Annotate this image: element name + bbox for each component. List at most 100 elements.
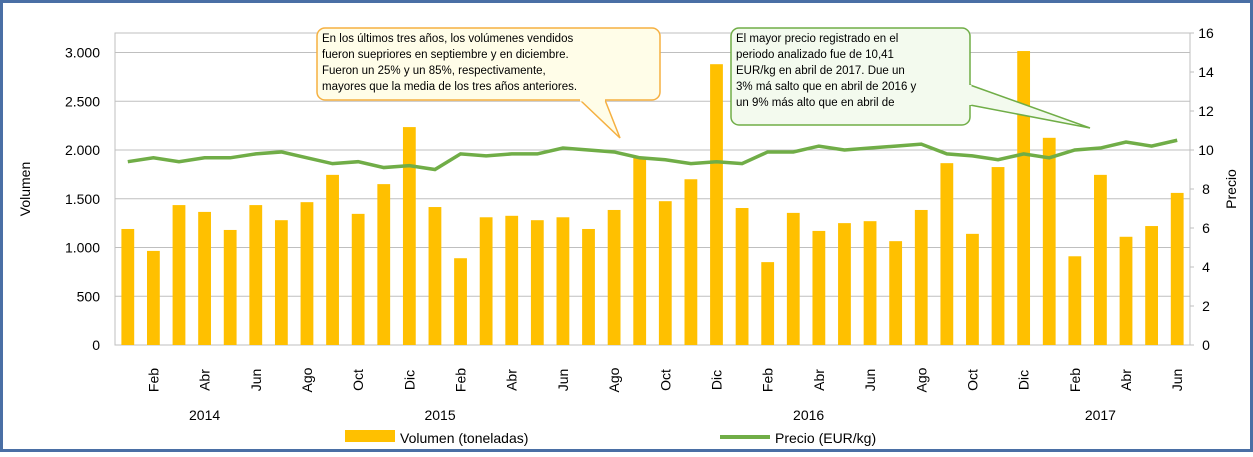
y2-axis-label: Precio [1223, 169, 1239, 209]
legend-swatch [345, 430, 395, 442]
legend-label: Volumen (toneladas) [400, 430, 528, 446]
y-tick-label: 500 [77, 288, 101, 304]
callout-text: El mayor precio registrado en el [736, 33, 898, 45]
bar [505, 215, 519, 345]
bar [326, 174, 339, 345]
year-label: 2014 [189, 407, 220, 423]
bar [1042, 137, 1056, 345]
y2-tick-label: 6 [1202, 220, 1210, 236]
year-label: 2016 [793, 407, 824, 423]
price-line [127, 138, 1178, 172]
legend-label: Precio (EUR/kg) [775, 430, 876, 446]
bar [991, 167, 1005, 345]
x-tick-label: Feb [453, 368, 469, 392]
x-tick-label: Dic [708, 370, 724, 390]
bar [786, 212, 800, 345]
year-label: 2015 [424, 407, 455, 423]
bar [914, 209, 928, 345]
bar [761, 262, 775, 345]
bar [1068, 256, 1082, 345]
x-tick-label: Jun [1169, 369, 1185, 392]
bar [274, 220, 288, 345]
bar [607, 209, 621, 345]
y-tick-label: 0 [92, 337, 100, 353]
bar [863, 221, 877, 345]
x-tick-label: Oct [657, 369, 673, 391]
y2-tick-label: 2 [1202, 298, 1210, 314]
bar [351, 213, 365, 345]
callout: En los últimos tres años, los volúmenes … [316, 27, 661, 139]
y2-tick-label: 16 [1198, 25, 1214, 41]
callout-pointer [579, 99, 621, 139]
y-axis-label: Volumen [17, 162, 33, 216]
x-tick-label: Ago [299, 367, 315, 392]
bar [300, 202, 314, 345]
callout-text: un 9% más alto que en abril de [736, 97, 895, 109]
bar [735, 208, 749, 345]
bar [1119, 236, 1133, 345]
bar [838, 223, 851, 345]
bar [633, 157, 647, 345]
bar [223, 229, 237, 345]
bar [198, 211, 211, 345]
bar [1017, 51, 1031, 345]
y2-tick-label: 10 [1198, 142, 1214, 158]
bar [658, 201, 672, 345]
y2-tick-label: 12 [1198, 103, 1214, 119]
bar [710, 64, 723, 345]
y2-tick-label: 0 [1202, 337, 1210, 353]
bar [684, 179, 698, 345]
callout-text: EUR/kg en abril de 2017. Due un [736, 65, 905, 77]
callout-text: En los últimos tres años, los volúmenes … [322, 33, 573, 45]
x-tick-label: Feb [1067, 368, 1083, 392]
y-tick-label: 1.000 [65, 240, 100, 256]
bar [940, 163, 954, 345]
x-tick-label: Abr [1118, 369, 1134, 391]
bar [582, 228, 595, 345]
bar [530, 220, 544, 345]
callout-text: periodo analizado fue de 10,41 [736, 49, 894, 61]
bar [1170, 192, 1184, 345]
callout-box [316, 27, 661, 101]
x-tick-label: Abr [504, 369, 520, 391]
callout: El mayor precio registrado en el periodo … [730, 27, 1091, 129]
y2-tick-label: 4 [1202, 259, 1210, 275]
x-tick-label: Jun [862, 369, 878, 392]
bar [812, 230, 826, 345]
bar [966, 233, 979, 345]
x-tick-label: Jun [248, 369, 264, 392]
x-tick-label: Oct [964, 369, 980, 391]
bar [1094, 174, 1107, 345]
bar [249, 205, 263, 345]
bar [1145, 226, 1159, 345]
bar [428, 207, 442, 345]
callout-text: Fueron un 25% y un 85%, respectivamente, [322, 65, 546, 77]
x-tick-label: Ago [913, 367, 929, 392]
bar [889, 241, 903, 345]
x-tick-label: Ago [606, 367, 622, 392]
y-tick-label: 3.000 [65, 45, 100, 61]
bar [121, 228, 135, 345]
x-tick-label: Feb [145, 368, 161, 392]
callout-box [730, 27, 971, 126]
x-tick-label: Dic [401, 370, 417, 390]
bar [146, 250, 160, 345]
callout-text: mayores que la media de los tres años an… [322, 81, 577, 93]
x-tick-label: Abr [197, 369, 213, 391]
y-tick-label: 2.500 [65, 93, 100, 109]
y-tick-label: 2.000 [65, 142, 100, 158]
y2-tick-label: 8 [1202, 181, 1210, 197]
bar [172, 205, 186, 345]
x-tick-label: Jun [555, 369, 571, 392]
callout-text: 3% má salto que en abril de 2016 y [736, 81, 917, 93]
y2-tick-label: 14 [1198, 64, 1214, 80]
bar [556, 217, 570, 345]
year-label: 2017 [1085, 407, 1116, 423]
x-tick-label: Feb [760, 368, 776, 392]
bar [479, 217, 493, 345]
bar [377, 184, 391, 345]
x-tick-label: Abr [811, 369, 827, 391]
x-tick-label: Oct [350, 369, 366, 391]
y-tick-label: 1.500 [65, 191, 100, 207]
